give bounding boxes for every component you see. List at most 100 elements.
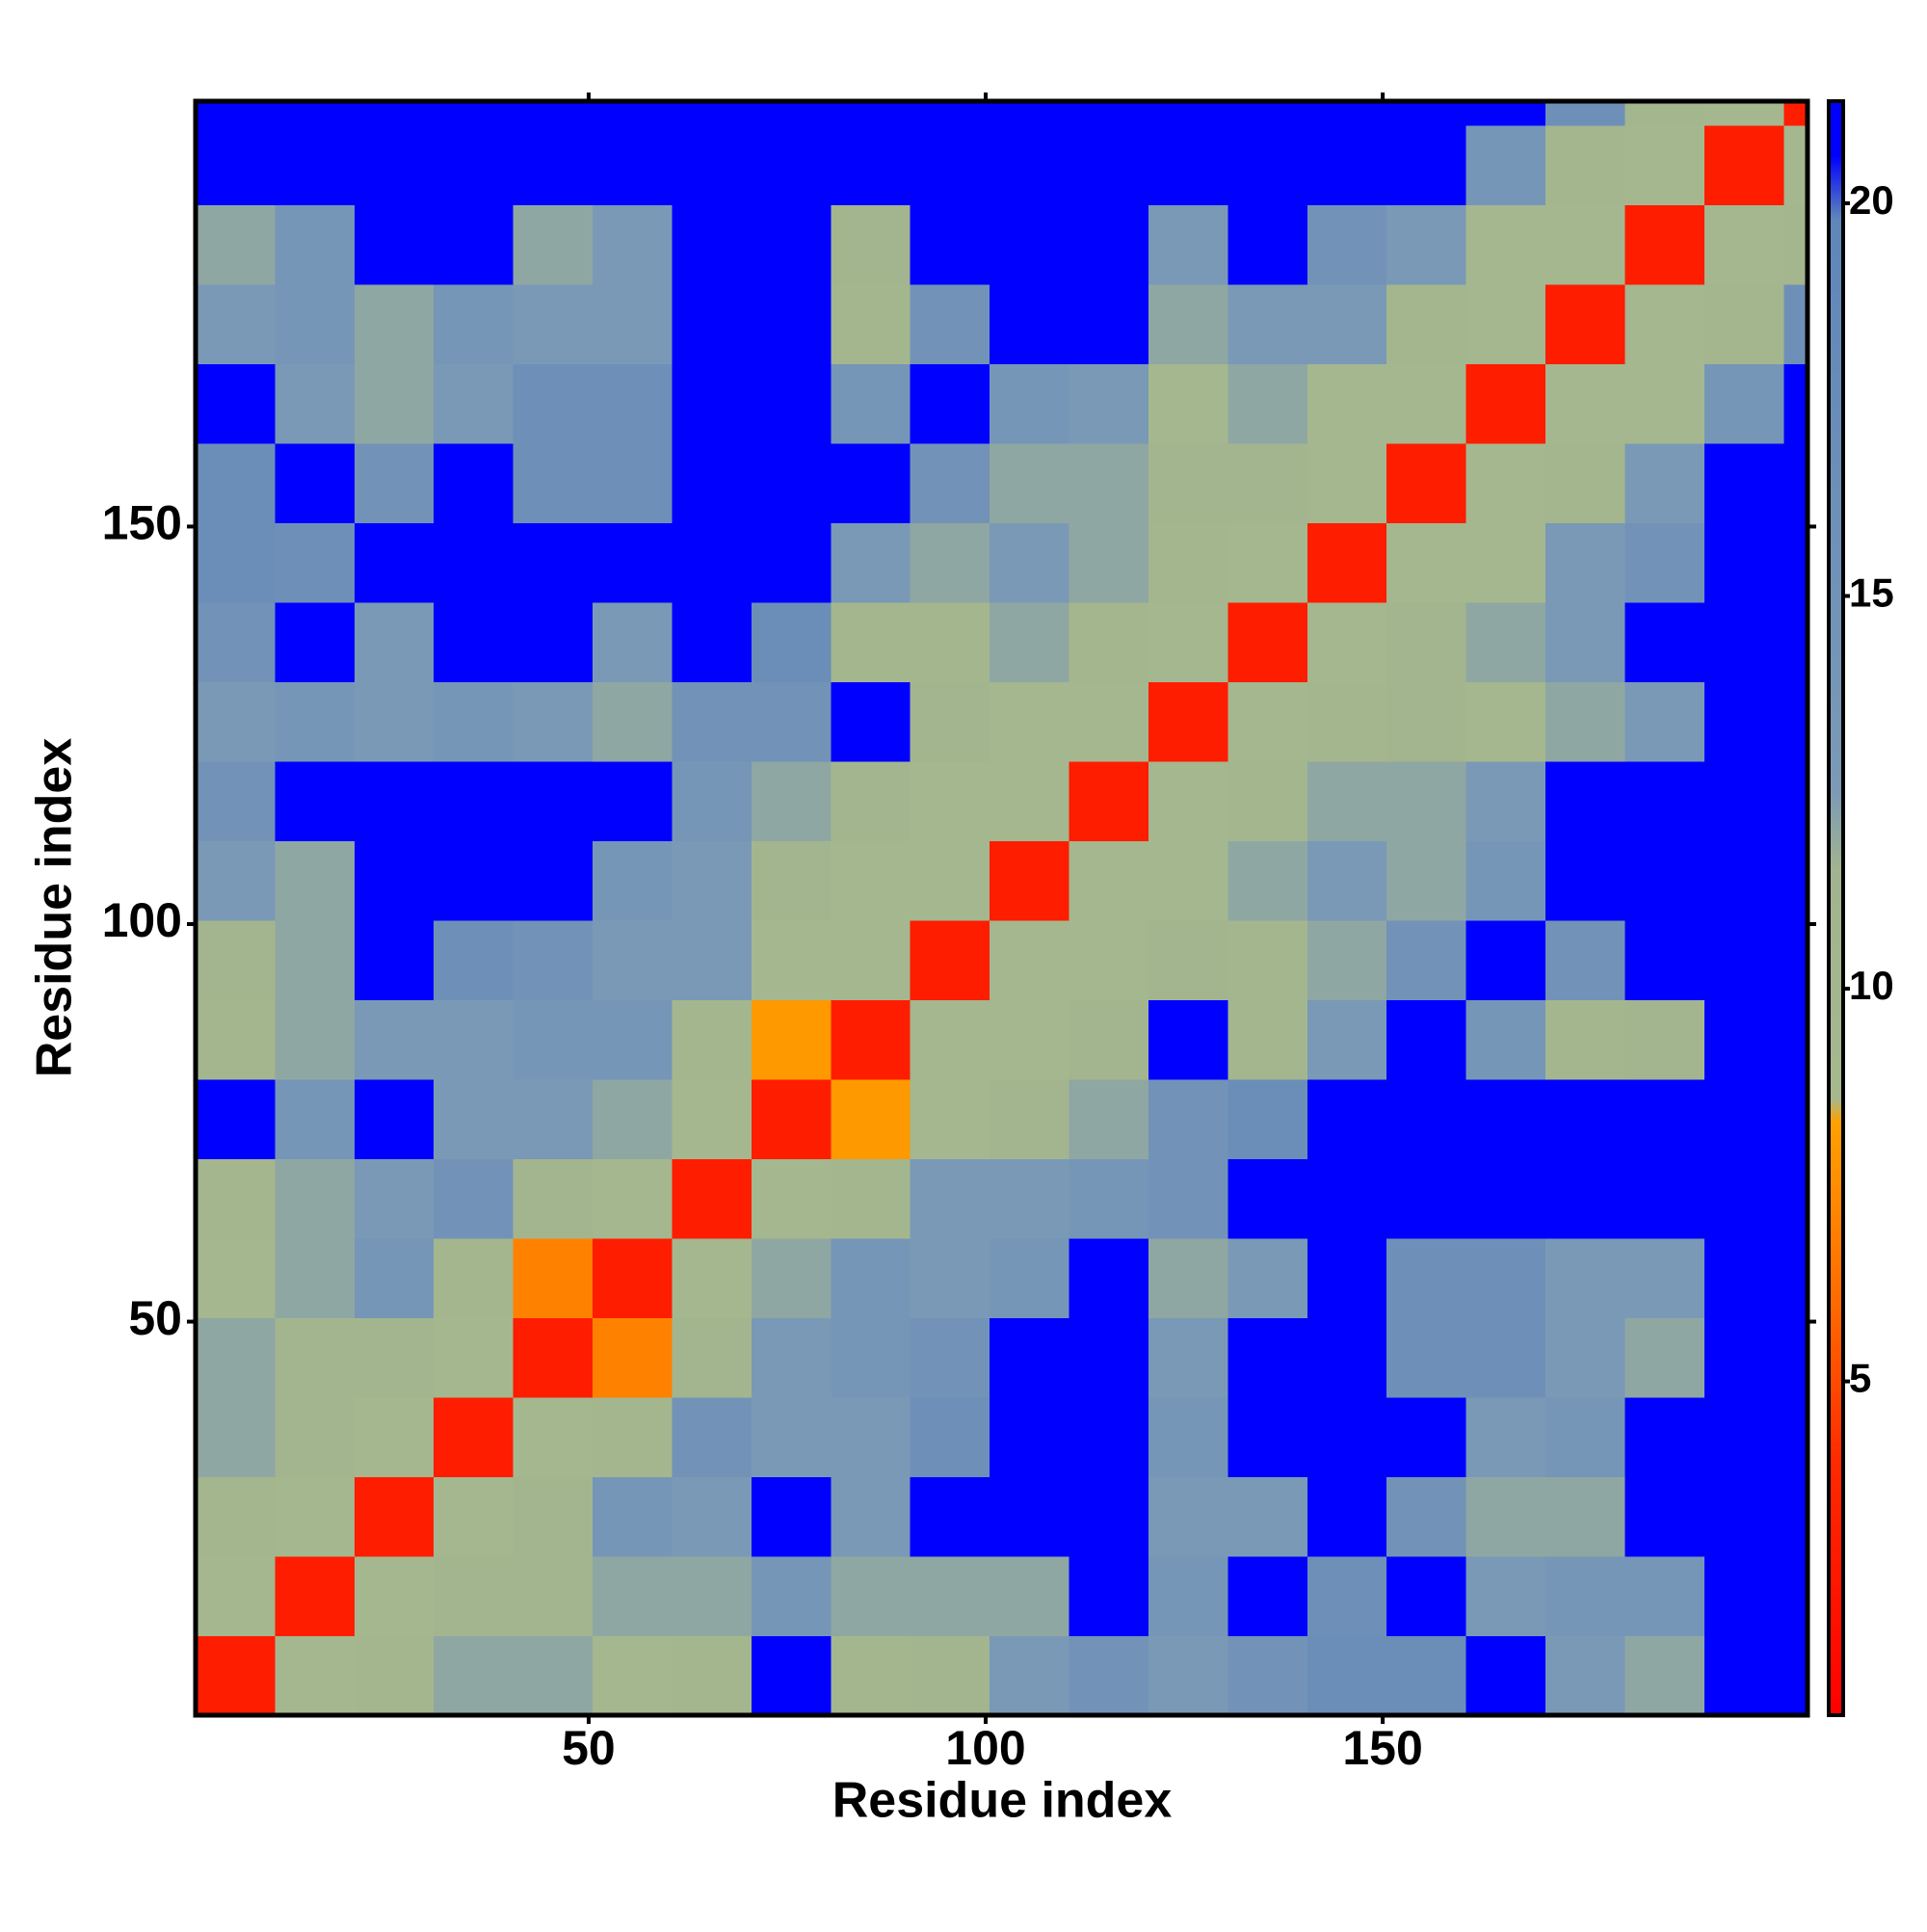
heat-cell <box>1386 1635 1467 1716</box>
heat-cell <box>831 1317 911 1398</box>
heat-cell <box>910 1317 990 1398</box>
heat-cell <box>1624 101 1705 126</box>
heat-cell <box>1624 1476 1705 1557</box>
x-tick-label: 100 <box>945 1721 1025 1775</box>
heat-cell <box>1069 442 1149 523</box>
heat-cell <box>513 522 594 603</box>
heat-cell <box>672 681 752 762</box>
heat-cell <box>672 522 752 603</box>
heat-cell <box>513 101 594 126</box>
heat-cell <box>831 999 911 1080</box>
heat-cell <box>1624 601 1705 682</box>
heat-cell <box>354 601 435 682</box>
heat-cell <box>1624 1078 1705 1159</box>
heat-cell <box>1703 1396 1784 1477</box>
heat-cell <box>990 1237 1070 1318</box>
heat-cell <box>1386 1396 1467 1477</box>
heat-cell <box>275 760 356 841</box>
heat-cell <box>990 1317 1070 1398</box>
heat-cell <box>1148 840 1228 921</box>
heat-cell <box>1069 204 1149 285</box>
heat-cell <box>1624 363 1705 444</box>
heat-cell <box>672 760 752 841</box>
heat-cell <box>1069 919 1149 1000</box>
heat-cell <box>990 1635 1070 1716</box>
heat-cell <box>1227 760 1308 841</box>
heat-cell <box>990 919 1070 1000</box>
heat-cell <box>434 442 515 523</box>
heat-cell <box>1465 840 1546 921</box>
heat-cell <box>593 1635 673 1716</box>
heat-cell <box>593 1396 673 1477</box>
heat-cell <box>1307 1396 1387 1477</box>
heat-cell <box>1148 1555 1228 1636</box>
heat-cell <box>1783 840 1808 921</box>
heat-cell <box>672 363 752 444</box>
heat-cell <box>1545 1237 1625 1318</box>
heat-cell <box>1783 1158 1808 1239</box>
heat-cell <box>751 681 832 762</box>
heat-cell <box>672 124 752 205</box>
heat-cell <box>1069 1555 1149 1636</box>
heat-cell <box>831 204 911 285</box>
heat-cell <box>990 204 1070 285</box>
heat-cell <box>1069 1476 1149 1557</box>
heat-cell <box>1545 1396 1625 1477</box>
heat-cell <box>1783 1078 1808 1159</box>
heat-cell <box>275 919 356 1000</box>
heat-cell <box>910 999 990 1080</box>
heat-cell <box>1386 760 1467 841</box>
heat-cell <box>672 1158 752 1239</box>
heat-cell <box>593 283 673 364</box>
heat-cell <box>990 124 1070 205</box>
heat-cell <box>751 124 832 205</box>
heat-cell <box>1227 999 1308 1080</box>
heat-cell <box>1227 1476 1308 1557</box>
heat-cell <box>1624 124 1705 205</box>
heat-cell <box>1624 442 1705 523</box>
heat-cell <box>910 101 990 126</box>
heat-cell <box>1545 1078 1625 1159</box>
heat-cell <box>1069 363 1149 444</box>
heat-cell <box>831 760 911 841</box>
heat-cell <box>354 1396 435 1477</box>
heat-cell <box>275 1158 356 1239</box>
heat-cell <box>593 1555 673 1636</box>
heat-cell <box>513 1396 594 1477</box>
heat-cell <box>1227 442 1308 523</box>
heat-cell <box>1307 601 1387 682</box>
heat-cell <box>831 601 911 682</box>
heat-cell <box>1148 1635 1228 1716</box>
heat-cell <box>1624 1317 1705 1398</box>
heat-cell <box>831 522 911 603</box>
heat-cell <box>910 919 990 1000</box>
heat-cell <box>434 760 515 841</box>
heat-cell <box>751 840 832 921</box>
heat-cell <box>1545 204 1625 285</box>
heat-cell <box>275 124 356 205</box>
heat-cell <box>275 1237 356 1318</box>
heat-cell <box>1624 1237 1705 1318</box>
heat-cell <box>196 999 276 1080</box>
heat-cell <box>1465 283 1546 364</box>
heat-cell <box>593 1476 673 1557</box>
heat-cell <box>1148 919 1228 1000</box>
heat-cell <box>751 363 832 444</box>
heat-cell <box>1703 124 1784 205</box>
heat-cell <box>434 681 515 762</box>
heat-cell <box>1545 1158 1625 1239</box>
heat-cell <box>196 1396 276 1477</box>
heat-cell <box>593 999 673 1080</box>
heat-cell <box>354 1078 435 1159</box>
heat-cell <box>1545 363 1625 444</box>
heat-cell <box>1069 1158 1149 1239</box>
colorbar-tick-label: 20 <box>1849 177 1894 223</box>
heat-cell <box>354 442 435 523</box>
heat-cell <box>1307 204 1387 285</box>
y-tick-label: 150 <box>102 496 182 550</box>
heat-cell <box>910 1635 990 1716</box>
heat-cell <box>196 124 276 205</box>
heat-cell <box>831 1396 911 1477</box>
heat-cell <box>1465 522 1546 603</box>
heat-cell <box>751 204 832 285</box>
